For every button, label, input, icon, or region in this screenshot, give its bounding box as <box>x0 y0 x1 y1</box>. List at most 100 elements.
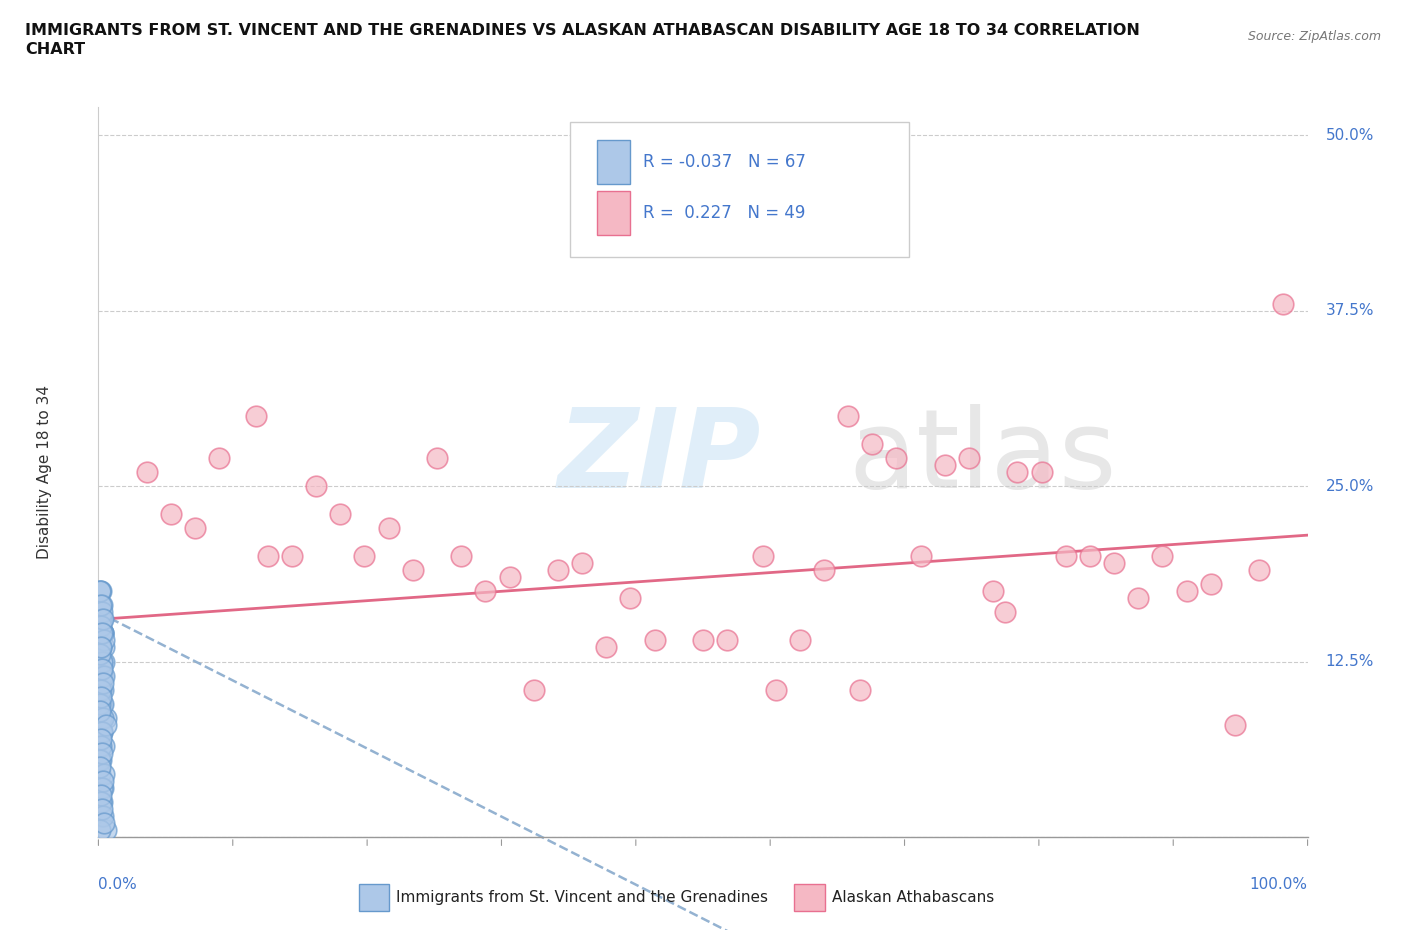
Point <box>523 682 546 697</box>
Point <box>91 654 114 669</box>
Text: R = -0.037   N = 67: R = -0.037 N = 67 <box>643 153 806 171</box>
Point <box>91 668 114 683</box>
Point <box>1128 591 1150 605</box>
Point <box>90 808 112 823</box>
FancyBboxPatch shape <box>569 122 908 257</box>
Point <box>91 661 114 676</box>
Point <box>91 711 114 725</box>
Text: IMMIGRANTS FROM ST. VINCENT AND THE GRENADINES VS ALASKAN ATHABASCAN DISABILITY : IMMIGRANTS FROM ST. VINCENT AND THE GREN… <box>25 23 1140 38</box>
Point <box>90 724 112 739</box>
Point <box>93 816 115 830</box>
Point <box>89 738 111 753</box>
Point <box>91 626 114 641</box>
Point <box>91 682 114 697</box>
Text: 25.0%: 25.0% <box>1326 479 1374 494</box>
Text: R =  0.227   N = 49: R = 0.227 N = 49 <box>643 204 804 222</box>
Point <box>752 549 775 564</box>
Point <box>91 697 114 711</box>
Text: CHART: CHART <box>25 42 86 57</box>
Point <box>547 563 569 578</box>
Point <box>849 682 872 697</box>
Point <box>1102 556 1125 571</box>
Point <box>90 682 112 697</box>
Point <box>256 549 278 564</box>
Point <box>89 752 111 767</box>
Point <box>957 450 980 465</box>
Point <box>981 584 1004 599</box>
Point <box>994 604 1017 619</box>
Point <box>91 654 114 669</box>
Point <box>1078 549 1101 564</box>
Point <box>91 802 114 817</box>
Text: ZIP: ZIP <box>558 404 762 511</box>
Point <box>91 780 114 795</box>
Text: 12.5%: 12.5% <box>1326 654 1374 669</box>
Point <box>765 682 787 697</box>
Point <box>91 612 114 627</box>
Point <box>1199 577 1222 591</box>
Point <box>93 633 115 648</box>
Point <box>1152 549 1174 564</box>
Point <box>90 584 112 599</box>
Text: Source: ZipAtlas.com: Source: ZipAtlas.com <box>1247 30 1381 43</box>
Point <box>1272 296 1295 311</box>
Point <box>90 788 112 803</box>
Point <box>692 633 714 648</box>
Point <box>813 563 835 578</box>
Point <box>91 626 114 641</box>
Point <box>1054 549 1077 564</box>
Point <box>353 549 375 564</box>
Text: 0.0%: 0.0% <box>98 877 138 892</box>
Point <box>910 549 932 564</box>
Point <box>91 724 114 739</box>
Point <box>91 604 114 619</box>
Point <box>93 766 115 781</box>
Point <box>934 458 956 472</box>
Point <box>89 584 111 599</box>
Point <box>208 450 231 465</box>
Point <box>1007 465 1029 480</box>
Point <box>90 640 112 655</box>
Point <box>94 717 117 732</box>
Point <box>89 682 111 697</box>
Point <box>90 640 112 655</box>
Point <box>91 598 114 613</box>
Point <box>91 745 114 760</box>
Point <box>90 752 112 767</box>
Point <box>91 724 114 739</box>
Point <box>474 584 496 599</box>
Text: Immigrants from St. Vincent and the Grenadines: Immigrants from St. Vincent and the Gren… <box>396 890 769 905</box>
Point <box>91 626 114 641</box>
Point <box>94 822 117 837</box>
Point <box>89 640 111 655</box>
Text: 50.0%: 50.0% <box>1326 127 1374 142</box>
Point <box>93 640 115 655</box>
Point <box>595 640 617 655</box>
Point <box>135 465 157 480</box>
Point <box>1175 584 1198 599</box>
Point <box>89 822 111 837</box>
Point <box>91 697 114 711</box>
Point <box>91 612 114 627</box>
Point <box>90 598 112 613</box>
Point <box>91 780 114 795</box>
Point <box>837 408 859 423</box>
Point <box>1031 465 1053 480</box>
FancyBboxPatch shape <box>596 191 630 234</box>
Point <box>644 633 666 648</box>
Point <box>90 731 112 746</box>
Point <box>305 479 328 494</box>
Point <box>402 563 425 578</box>
Point <box>90 689 112 704</box>
Point <box>245 408 267 423</box>
Point <box>281 549 304 564</box>
Point <box>377 521 399 536</box>
Point <box>789 633 811 648</box>
Point <box>90 612 112 627</box>
Point <box>89 598 111 613</box>
Point <box>619 591 641 605</box>
Point <box>89 697 111 711</box>
Point <box>90 711 112 725</box>
Point <box>89 647 111 662</box>
Point <box>571 556 593 571</box>
